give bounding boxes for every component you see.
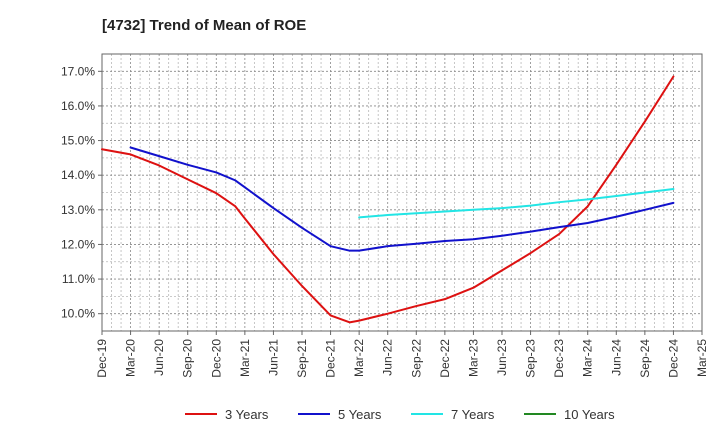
x-tick-label: Mar-22: [352, 339, 366, 377]
legend-label-7-years: 7 Years: [451, 407, 495, 422]
x-tick-label: Mar-20: [124, 339, 138, 377]
x-tick-label: Jun-22: [381, 339, 395, 376]
x-tick-label: Sep-24: [638, 339, 652, 378]
y-tick-label: 12.0%: [61, 237, 95, 251]
x-tick-label: Dec-23: [552, 339, 566, 378]
grid-lines: [101, 53, 703, 332]
x-tick-label: Dec-24: [666, 339, 680, 378]
x-tick-label: Dec-21: [324, 339, 338, 378]
y-tick-label: 13.0%: [61, 203, 95, 217]
legend-label-5-years: 5 Years: [338, 407, 382, 422]
x-tick-label: Sep-23: [524, 339, 538, 378]
chart-title: [4732] Trend of Mean of ROE: [102, 17, 306, 34]
y-tick-label: 14.0%: [61, 168, 95, 182]
x-tick-label: Mar-21: [238, 339, 252, 377]
series-line-7-years: [358, 188, 675, 219]
y-tick-label: 11.0%: [62, 272, 95, 286]
x-tick-label: Mar-24: [581, 339, 595, 377]
x-tick-label: Jun-21: [266, 339, 280, 376]
y-tick-label: 15.0%: [61, 134, 95, 148]
legend-label-3-years: 3 Years: [225, 407, 269, 422]
legend-label-10-years: 10 Years: [564, 407, 615, 422]
x-tick-label: Sep-20: [181, 339, 195, 378]
y-tick-label: 17.0%: [61, 64, 95, 78]
x-tick-label: Sep-22: [409, 339, 423, 378]
x-tick-label: Jun-24: [609, 339, 623, 376]
x-tick-label: Dec-19: [95, 339, 109, 378]
x-tick-label: Dec-20: [209, 339, 223, 378]
x-tick-label: Mar-25: [695, 339, 709, 377]
x-tick-label: Dec-22: [438, 339, 452, 378]
y-tick-label: 16.0%: [61, 99, 95, 113]
x-tick-label: Jun-23: [495, 339, 509, 376]
legend: 3 Years 5 Years 7 Years 10 Years: [185, 407, 615, 422]
x-axis-ticks: Dec-19 Mar-20 Jun-20 Sep-20 Dec-20 Mar-21 Jun-…: [95, 331, 709, 378]
y-axis-ticks: 10.0% 11.0% 12.0% 13.0% 14.0% 15.0% 16.0% 17.0%: [61, 64, 102, 321]
series-lines: [101, 75, 675, 324]
x-tick-label: Jun-20: [152, 339, 166, 376]
x-tick-label: Mar-23: [466, 339, 480, 377]
x-tick-label: Sep-21: [295, 339, 309, 378]
y-tick-label: 10.0%: [61, 307, 95, 321]
series-line-5-years: [129, 146, 675, 252]
plot-area-frame: [101, 53, 703, 332]
